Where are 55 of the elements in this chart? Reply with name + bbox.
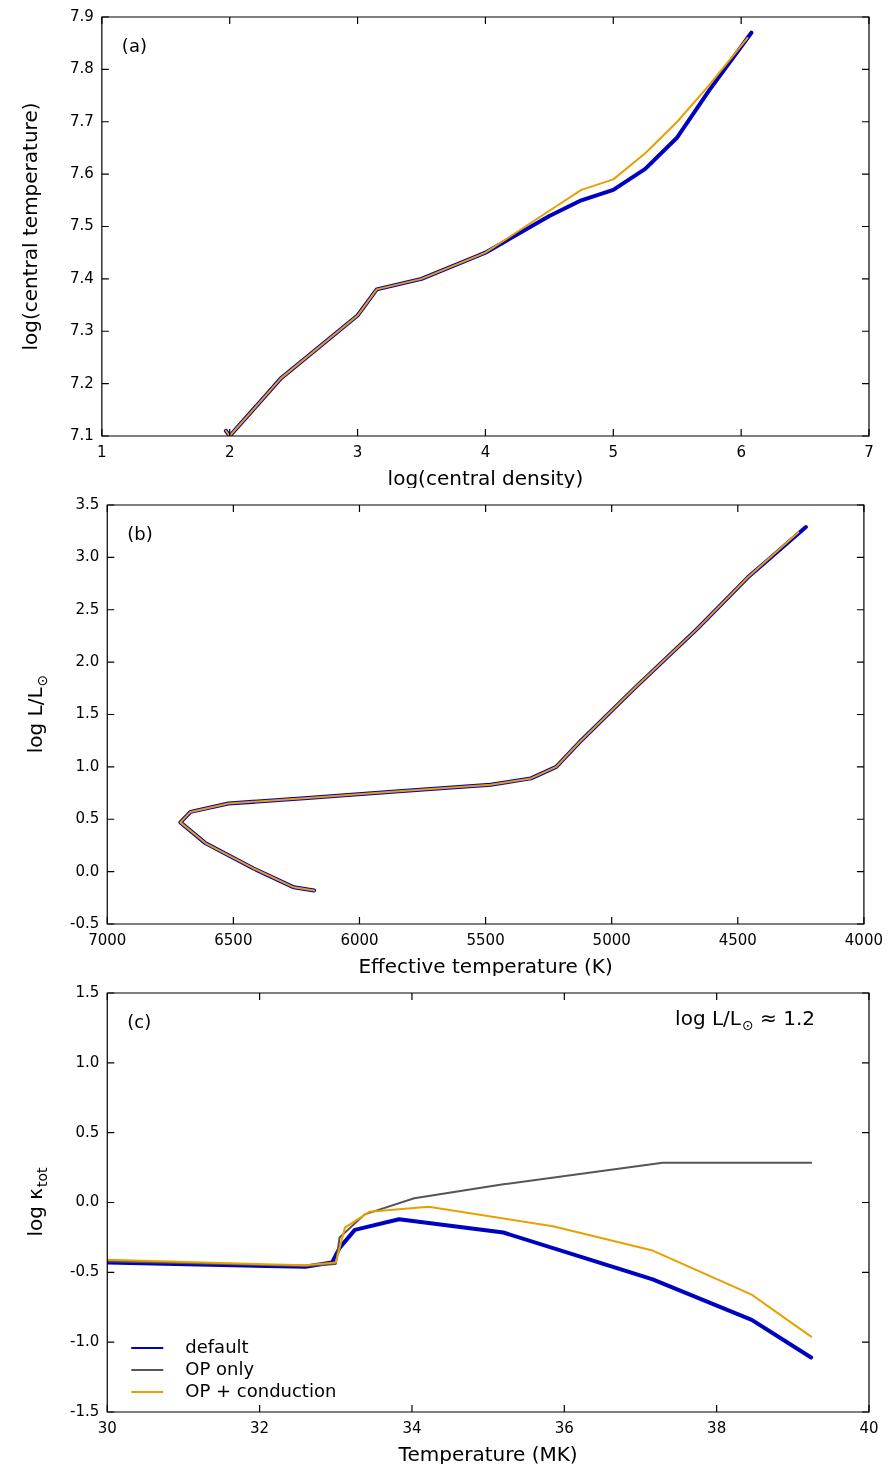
x-tick-label: 36	[554, 1418, 574, 1437]
y-tick-label: 1.0	[75, 756, 100, 775]
y-tick-label: 3.5	[75, 494, 100, 513]
y-tick-label: 7.7	[70, 111, 94, 130]
x-tick-label: 30	[97, 1418, 117, 1437]
annotation: (b)	[127, 522, 153, 544]
legend-label: OP + conduction	[185, 1379, 337, 1401]
x-tick-label: 1	[97, 442, 107, 461]
x-tick-label: 34	[402, 1418, 422, 1437]
y-tick-label: 0.5	[75, 1122, 100, 1141]
y-axis-title: log L/L⊙	[23, 674, 50, 754]
x-tick-label: 4000	[844, 930, 884, 949]
x-tick-label: 4	[480, 442, 491, 461]
y-tick-label: 7.6	[70, 164, 94, 183]
legend-label: OP only	[185, 1357, 255, 1379]
y-axis-title: log(central temperature)	[18, 102, 43, 351]
x-tick-label: 6500	[214, 930, 253, 949]
annotation: log L/L⊙ ≈ 1.2	[675, 1006, 815, 1033]
y-tick-label: 7.4	[70, 268, 94, 287]
y-tick-label: 0.0	[75, 1192, 100, 1211]
y-tick-label: -1.5	[69, 1401, 100, 1420]
x-tick-label: 32	[250, 1418, 270, 1437]
y-tick-label: -0.5	[69, 1262, 100, 1281]
annotation: (c)	[127, 1010, 152, 1032]
y-tick-label: -1.0	[69, 1332, 100, 1351]
y-tick-label: 1.5	[75, 982, 100, 1001]
x-tick-label: 40	[859, 1418, 879, 1437]
y-tick-label: 2.0	[75, 652, 100, 671]
x-tick-label: 6	[736, 442, 746, 461]
annotation: (a)	[121, 34, 147, 56]
legend-label: default	[185, 1335, 249, 1357]
y-tick-label: 7.8	[70, 59, 94, 78]
y-tick-label: 7.1	[70, 425, 94, 444]
x-tick-label: 3	[352, 442, 363, 461]
y-tick-label: -0.5	[69, 913, 100, 932]
x-tick-label: 38	[707, 1418, 727, 1437]
y-tick-label: 7.5	[70, 216, 94, 235]
x-tick-label: 5000	[592, 930, 631, 949]
x-tick-label: 5	[608, 442, 619, 461]
y-tick-label: 0.0	[75, 861, 100, 880]
x-tick-label: 5500	[466, 930, 505, 949]
x-tick-label: 2	[224, 442, 235, 461]
x-tick-label: 7000	[88, 930, 127, 949]
y-tick-label: 7.3	[70, 321, 94, 340]
y-tick-label: 1.0	[75, 1052, 100, 1071]
y-tick-label: 1.5	[75, 704, 100, 723]
y-tick-label: 0.5	[75, 809, 100, 828]
x-tick-label: 7	[864, 442, 874, 461]
x-tick-label: 6000	[340, 930, 379, 949]
y-tick-label: 3.0	[75, 547, 100, 566]
x-tick-label: 4500	[718, 930, 757, 949]
y-tick-label: 7.9	[70, 6, 94, 25]
y-tick-label: 7.2	[70, 373, 94, 392]
y-tick-label: 2.5	[75, 599, 100, 618]
y-axis-title: log κtot	[23, 1166, 50, 1237]
